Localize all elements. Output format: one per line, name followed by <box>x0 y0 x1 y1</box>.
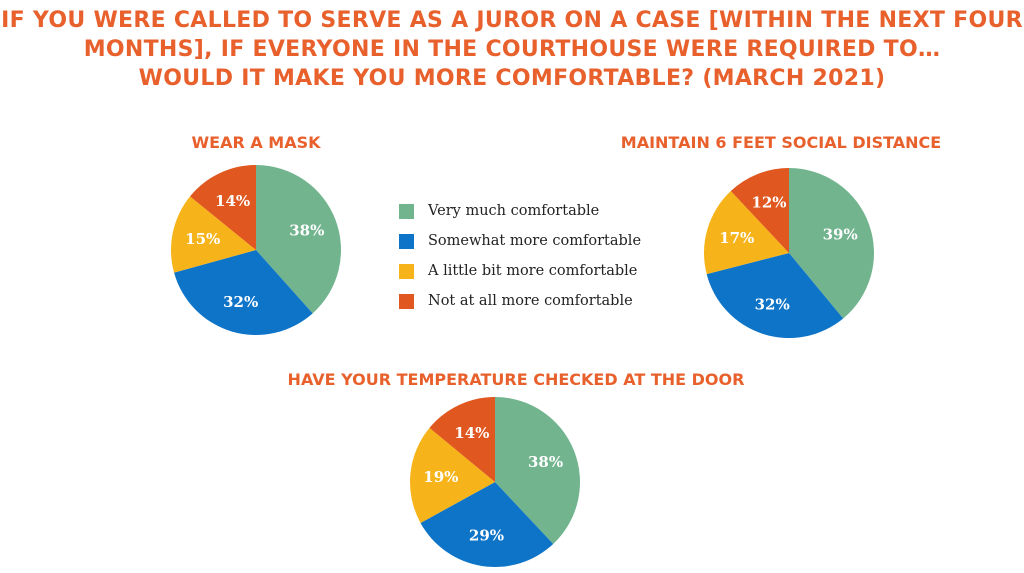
chart-title-mask: WEAR A MASK <box>191 133 321 152</box>
legend-label-very-much: Very much comfortable <box>428 203 600 219</box>
legend-item-little-bit: A little bit more comfortable <box>399 256 641 286</box>
pie-label-little-bit: 15% <box>185 230 220 248</box>
pie-label-very-much: 38% <box>528 453 563 471</box>
pie-slice-not-at-all <box>190 165 256 250</box>
legend-swatch-very-much <box>399 203 414 219</box>
pie-label-not-at-all: 12% <box>751 193 786 211</box>
pie-chart-temperature: 38% 29% 19% 14% <box>409 397 581 568</box>
legend-label-somewhat: Somewhat more comfortable <box>428 233 642 249</box>
pie-label-very-much: 38% <box>289 222 324 240</box>
pie-label-not-at-all: 14% <box>215 192 250 210</box>
legend: Very much comfortable Somewhat more comf… <box>399 196 641 316</box>
main-title-line-1: IF YOU WERE CALLED TO SERVE AS A JUROR O… <box>1 8 1023 33</box>
pie-slice-little-bit <box>703 191 789 275</box>
pie-slice-not-at-all <box>429 397 495 482</box>
pie-slice-somewhat <box>706 253 844 338</box>
main-title-line-2: MONTHS], IF EVERYONE IN THE COURTHOUSE W… <box>83 37 941 62</box>
legend-label-not-at-all: Not at all more comfortable <box>428 293 633 309</box>
pie-slice-not-at-all <box>730 168 789 253</box>
pie-slice-little-bit <box>170 196 256 273</box>
legend-label-little-bit: A little bit more comfortable <box>428 263 638 279</box>
pie-slice-very-much <box>256 165 342 314</box>
pie-label-little-bit: 17% <box>719 229 754 247</box>
pie-label-little-bit: 19% <box>423 468 458 486</box>
pie-label-very-much: 39% <box>823 226 858 244</box>
legend-item-very-much: Very much comfortable <box>399 196 641 226</box>
pie-slice-very-much <box>495 397 581 544</box>
main-title: IF YOU WERE CALLED TO SERVE AS A JUROR O… <box>0 6 1024 93</box>
pie-label-somewhat: 29% <box>469 527 504 545</box>
legend-swatch-little-bit <box>399 263 414 279</box>
chart-title-distance: MAINTAIN 6 FEET SOCIAL DISTANCE <box>620 133 942 152</box>
pie-slice-very-much <box>789 168 874 319</box>
pie-slice-little-bit <box>409 427 495 523</box>
legend-swatch-not-at-all <box>399 293 414 309</box>
pie-chart-distance: 39% 32% 17% 12% <box>703 168 874 338</box>
pie-label-somewhat: 32% <box>223 293 258 311</box>
chart-title-temperature: HAVE YOUR TEMPERATURE CHECKED AT THE DOO… <box>287 370 745 389</box>
pie-label-somewhat: 32% <box>755 296 790 314</box>
pie-slice-somewhat <box>174 250 313 336</box>
main-title-line-3: WOULD IT MAKE YOU MORE COMFORTABLE? (MAR… <box>138 66 886 91</box>
pie-chart-mask: 38% 32% 15% 14% <box>170 165 342 336</box>
legend-item-somewhat: Somewhat more comfortable <box>399 226 641 256</box>
pie-label-not-at-all: 14% <box>454 424 489 442</box>
legend-swatch-somewhat <box>399 233 414 249</box>
pie-slice-somewhat <box>420 482 554 568</box>
legend-item-not-at-all: Not at all more comfortable <box>399 286 641 316</box>
